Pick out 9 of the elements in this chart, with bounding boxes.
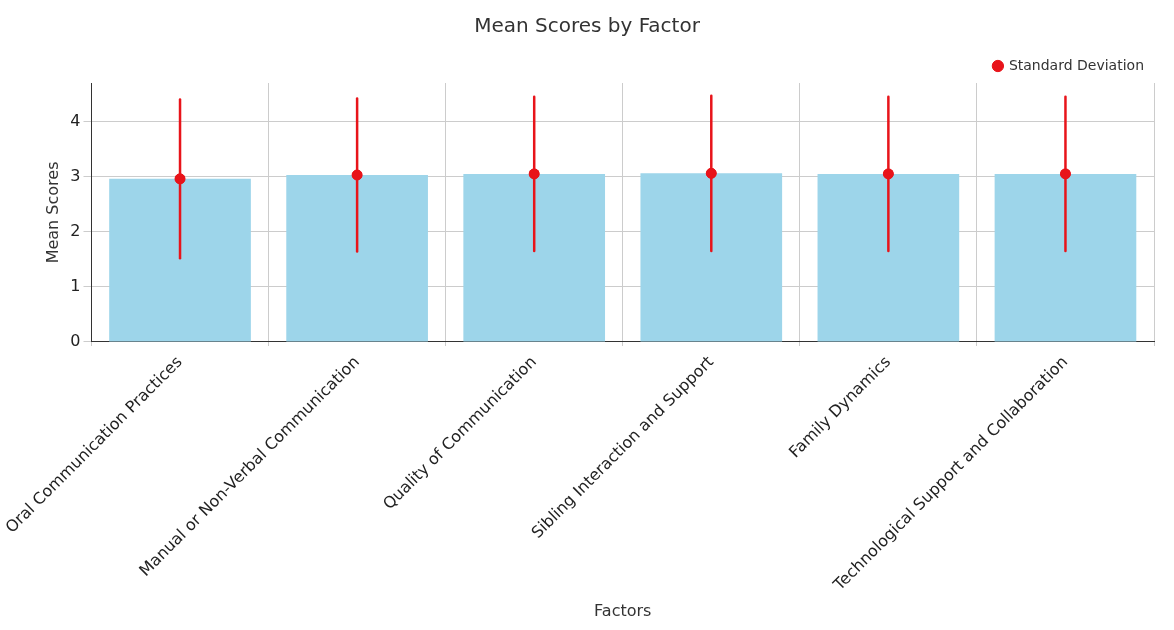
legend-label: Standard Deviation xyxy=(1008,56,1144,73)
y-tick-label: 3 xyxy=(70,165,81,185)
y-axis-title: Mean Scores xyxy=(42,161,62,264)
y-tick-label: 0 xyxy=(70,331,81,351)
x-axis-title: Factors xyxy=(594,600,652,620)
y-tick-label: 4 xyxy=(70,110,81,130)
y-tick-label: 1 xyxy=(70,275,81,295)
chart-title: Mean Scores by Factor xyxy=(474,13,701,38)
y-tick-label: 2 xyxy=(70,220,81,240)
